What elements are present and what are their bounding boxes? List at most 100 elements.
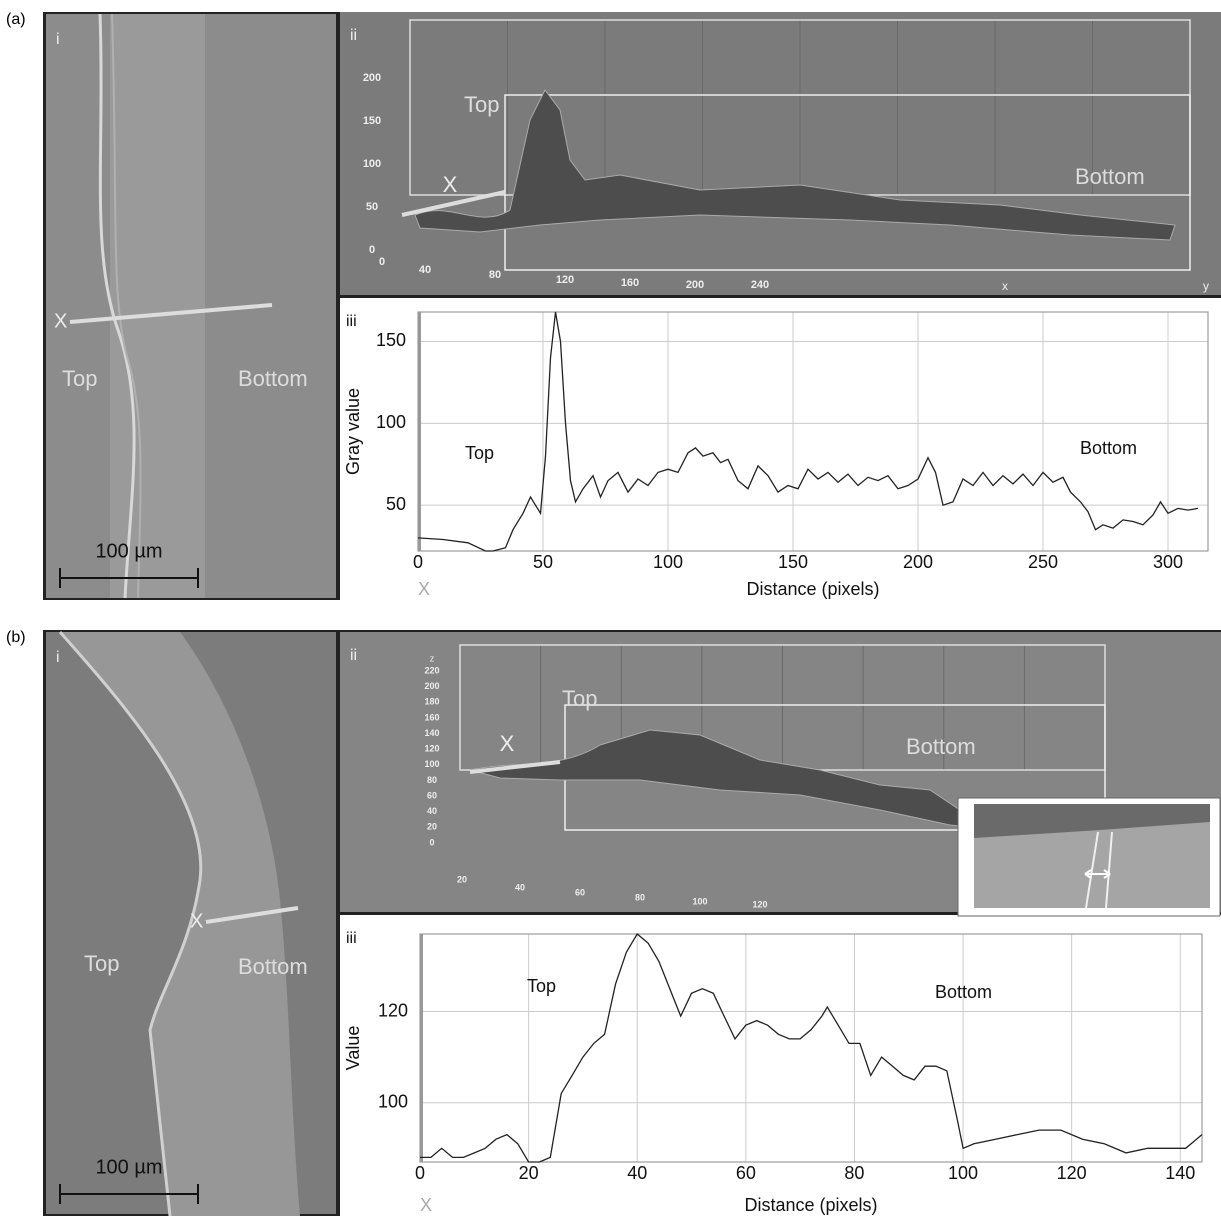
z-tick-label: 0 [369,244,375,256]
scale-bar-label: 100 µm [95,540,162,562]
top-label: Top [84,951,119,976]
y-axis-label: y [1203,279,1209,293]
panel-label: (b) [6,629,26,646]
inset-arrow [1084,869,1111,879]
profile-line [401,190,506,217]
x-tick-label: 150 [778,552,808,572]
x-tick-label: 200 [686,279,704,291]
top-label: Top [562,686,597,711]
z-tick-label: 120 [424,744,439,754]
chart-bg [340,298,1221,600]
x-marker: X [54,310,67,332]
sub-label: iii [346,930,357,947]
profile-line [417,311,1199,552]
surface-bg [340,12,1221,295]
z-tick-label: 180 [424,697,439,707]
z-tick-label: 140 [424,728,439,738]
z-tick-label: 220 [424,665,439,675]
z-tick-label: 0 [429,837,434,847]
tissue-band [110,14,205,598]
sub-label: iii [346,313,357,330]
x-tick-label: 50 [533,552,553,572]
z-tick-label: 150 [363,115,381,127]
x-tick-label: 100 [653,552,683,572]
x-tick-label: 60 [736,1163,756,1183]
z-axis-label: z [430,653,435,663]
y-tick-label: 100 [378,1091,408,1111]
y-tick-label: 100 [376,412,406,432]
micrograph [46,13,336,599]
tissue-band [60,632,300,1216]
annotation: Top [465,443,494,463]
x-marker: X [190,910,203,932]
x-tick-label: 40 [419,264,431,276]
x-tick-label: 0 [379,256,385,268]
x-tick-label: 240 [751,279,769,291]
x-tick-label: 0 [413,552,423,572]
sub-label: ii [350,27,357,44]
x-axis-label: Distance (pixels) [744,1195,877,1215]
profile-line [69,303,273,324]
x-axis-label: Distance (pixels) [746,579,879,599]
z-tick-label: 200 [424,681,439,691]
top-label: Top [62,366,97,391]
inset-groove [1085,831,1113,909]
z-tick-label: 160 [424,712,439,722]
profile-line [205,906,299,924]
z-tick-label: 50 [366,201,378,213]
annotation: Top [527,976,556,996]
x-tick-label: 120 [752,899,767,909]
x-start-bar [420,934,423,1162]
bottom-label: Bottom [1075,164,1145,189]
z-tick-label: 80 [427,775,437,785]
bottom-label: Bottom [906,734,976,759]
x-tick-label: 300 [1153,552,1183,572]
x-tick-label: 120 [1057,1163,1087,1183]
x-tick-label: 200 [903,552,933,572]
x-tick-label: 20 [519,1163,539,1183]
x-tick-label: 80 [635,892,645,902]
edge [58,631,203,1216]
y-axis-label: Value [343,1026,363,1071]
bottom-label: Bottom [238,366,308,391]
bottom-label: Bottom [238,954,308,979]
y-tick-label: 50 [386,494,406,514]
x-tick-label: 60 [575,887,585,897]
x-tick-label: 40 [515,882,525,892]
sub-label: i [56,649,60,666]
chart-bg [340,915,1221,1216]
x-marker: X [443,172,458,197]
edge [98,13,136,599]
y-axis-label: Gray value [343,388,363,475]
surface-box [504,94,1191,271]
x-tick-label: 100 [692,896,707,906]
y-tick-label: 150 [376,330,406,350]
x-tick-label: 250 [1028,552,1058,572]
y-tick-label: 120 [378,1000,408,1020]
x-tick-label: 120 [556,274,574,286]
panel-label: (a) [6,11,26,28]
x-tick-label: 160 [621,277,639,289]
annotation: Bottom [1080,438,1137,458]
x-tick-label: 140 [1165,1163,1195,1183]
x-tick-label: 80 [489,269,501,281]
x-tick-label: 80 [844,1163,864,1183]
x-tick-label: 40 [627,1163,647,1183]
x-marker: X [420,1195,432,1215]
micrograph [46,631,336,1216]
top-label: Top [464,92,499,117]
x-start-bar [418,312,421,551]
surface-mesh [414,89,1176,241]
x-tick-label: 100 [948,1163,978,1183]
z-tick-label: 200 [363,72,381,84]
profile-line [469,760,561,774]
x-marker: X [500,731,515,756]
sem-inset [957,797,1221,917]
annotation: Bottom [935,982,992,1002]
x-tick-label: 20 [457,874,467,884]
z-tick-label: 100 [424,759,439,769]
z-tick-label: 40 [427,806,437,816]
profile-line [420,933,1203,1163]
x-marker: X [418,579,430,599]
